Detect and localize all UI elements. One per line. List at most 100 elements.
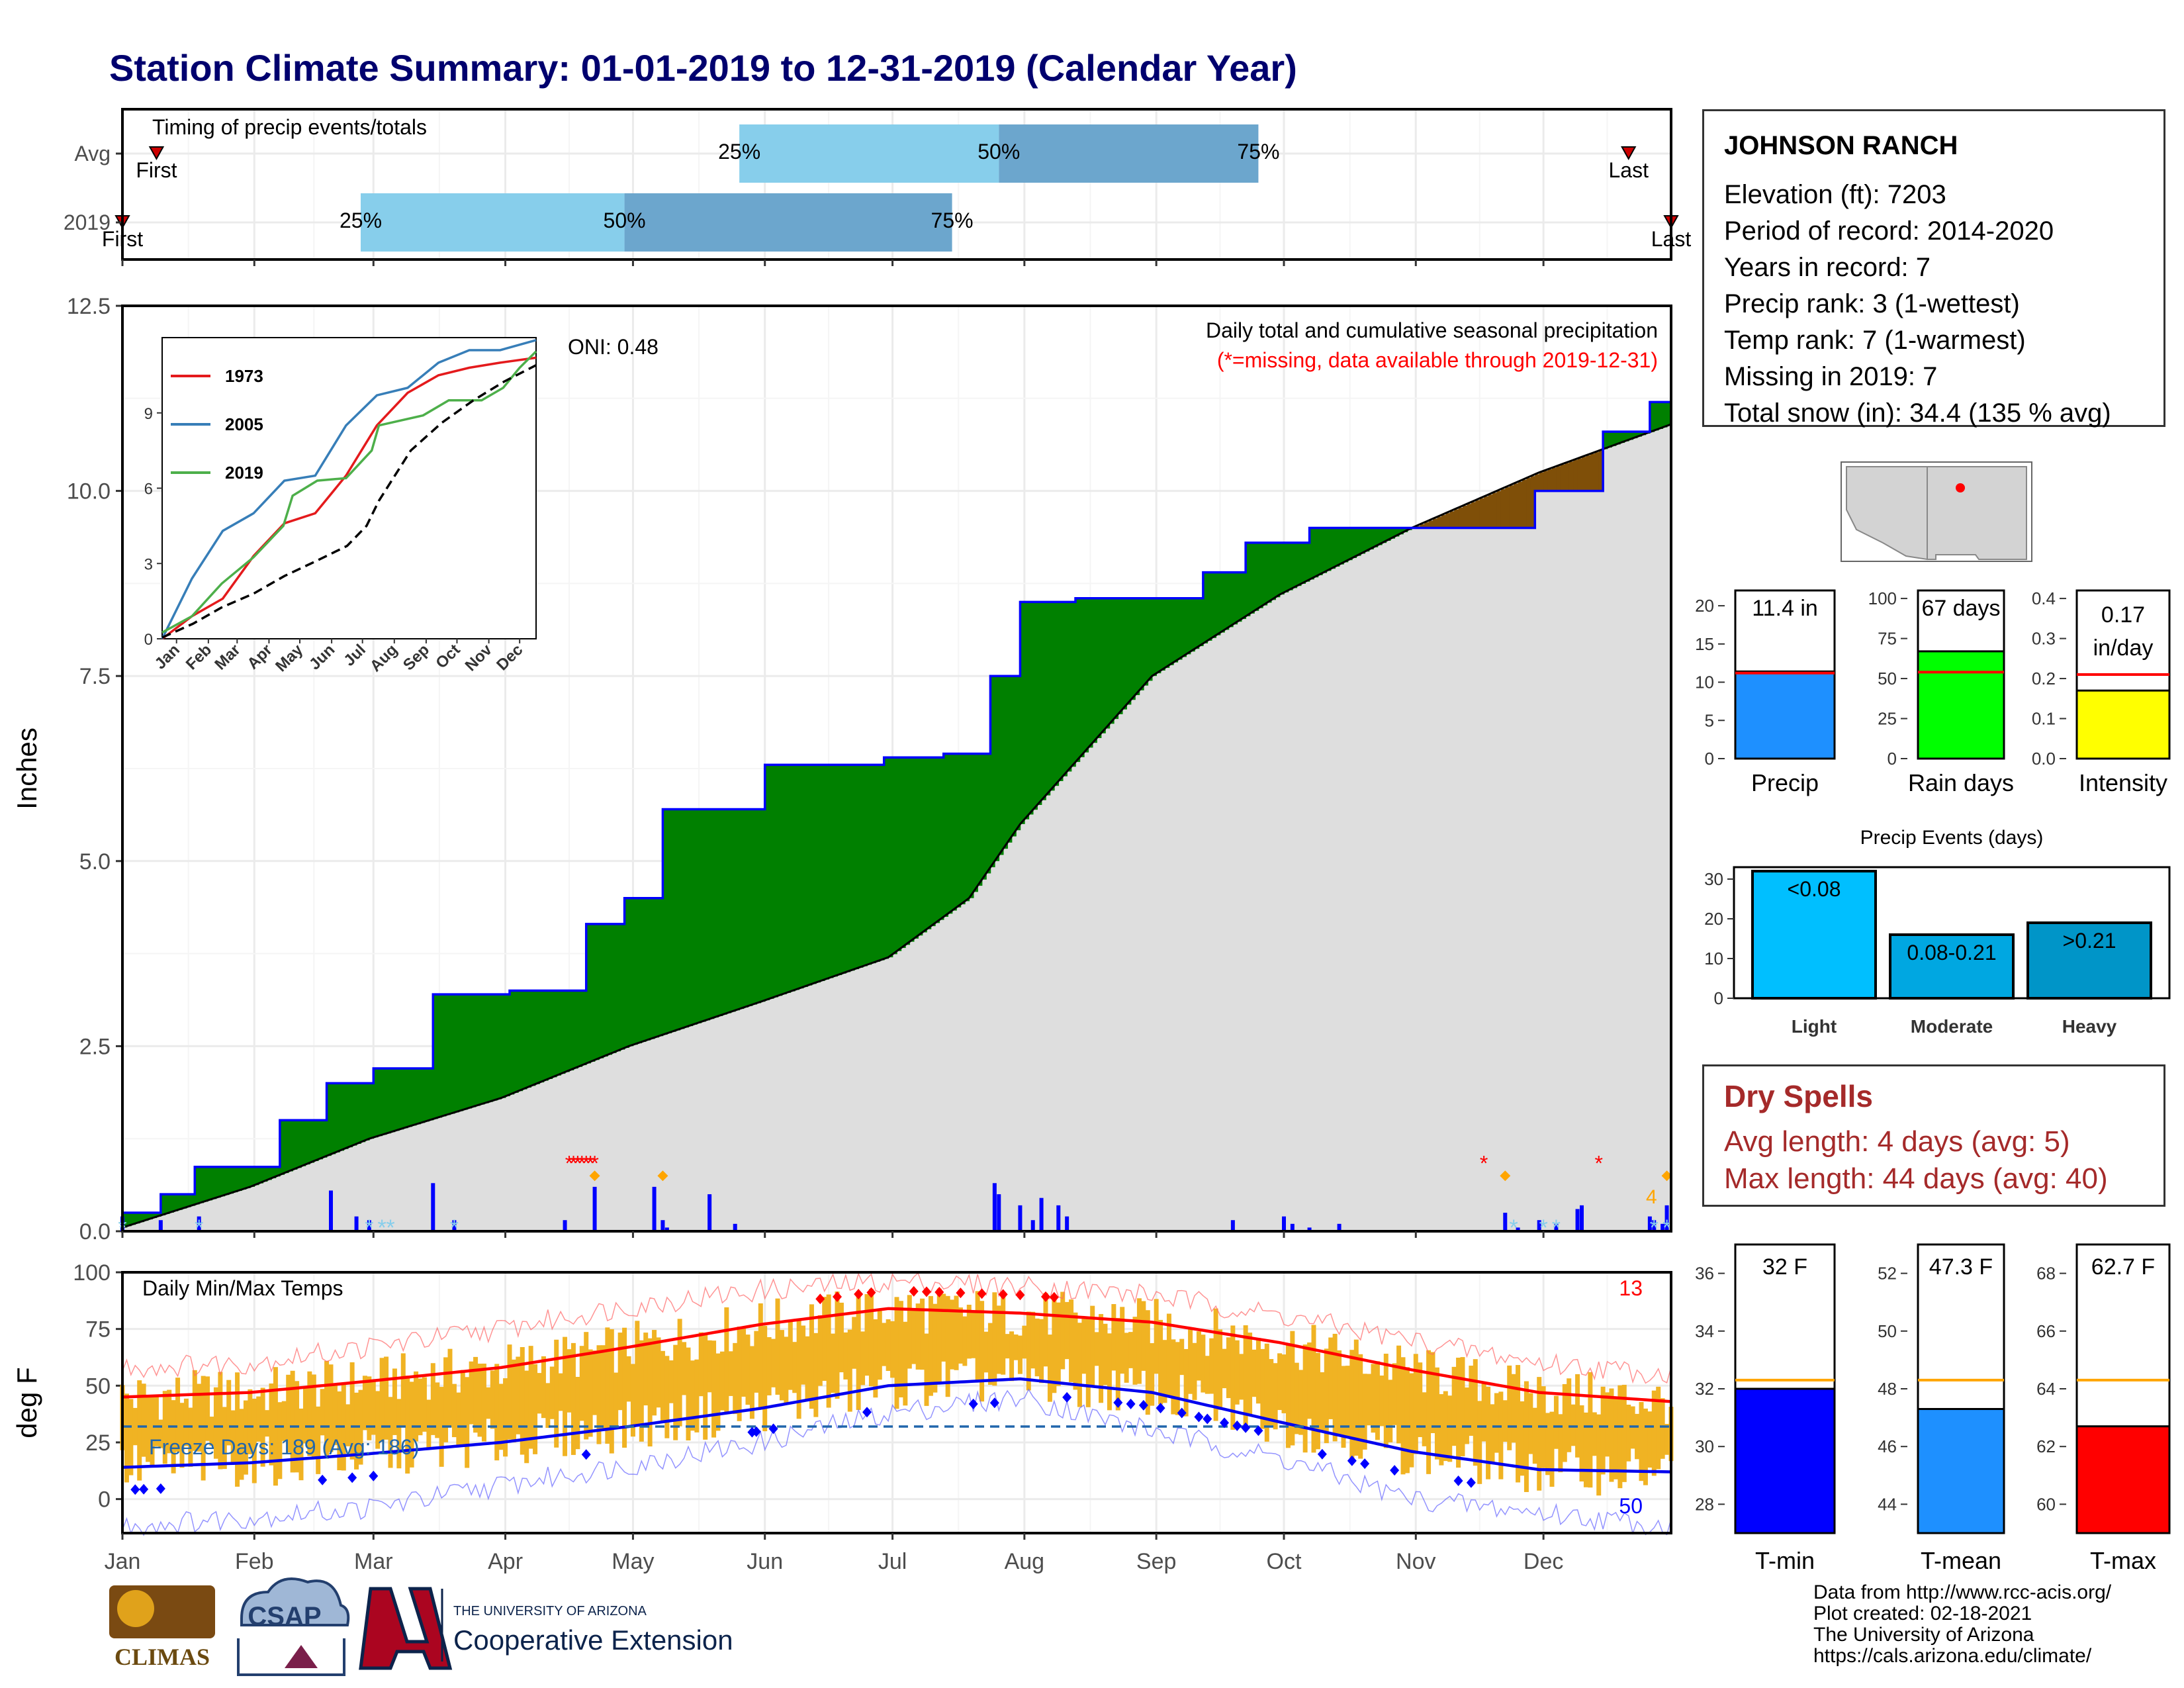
temp-daily-range-bar [554, 1339, 559, 1448]
inset-panel [161, 337, 537, 639]
precip-above-normal [662, 809, 668, 1035]
precip-above-normal [1365, 528, 1370, 552]
temp-daily-range-bar [1456, 1357, 1461, 1468]
precip-above-normal [880, 765, 885, 961]
daily-precip-bar [652, 1186, 657, 1231]
precip-above-normal [1330, 528, 1336, 569]
precip-above-normal [126, 1213, 132, 1227]
daily-precip-bar [1554, 1223, 1559, 1231]
precip-above-normal [1339, 528, 1344, 565]
record-high-marker [866, 1287, 876, 1298]
precip-above-normal [943, 753, 948, 917]
daily-precip-bar [1337, 1223, 1342, 1231]
precip-above-normal [199, 1166, 204, 1203]
precip-above-normal [1020, 602, 1025, 824]
t-min-ytick-label: 32 [1695, 1379, 1714, 1399]
temp-daily-range-bar [1379, 1375, 1385, 1427]
precip-above-normal [514, 990, 519, 1093]
temp-daily-range-bar [920, 1298, 925, 1370]
precip-above-normal [296, 1120, 302, 1168]
precip-above-normal [1109, 598, 1115, 724]
temp-daily-range-bar [826, 1294, 831, 1408]
temp-normal-min-line [122, 1377, 1672, 1474]
daily-precip-bar [1290, 1223, 1295, 1231]
precip-total-ytick-label: 20 [1695, 596, 1714, 616]
precip-above-normal [590, 923, 596, 1062]
precip-above-normal [258, 1166, 263, 1184]
temp-daily-range-bar [358, 1389, 363, 1465]
temp-daily-range-bar [192, 1370, 197, 1451]
precip-above-normal [1267, 542, 1272, 603]
precip-above-normal [1292, 542, 1298, 588]
temp-daily-range-bar [1588, 1372, 1593, 1488]
precip-above-normal [786, 765, 792, 993]
temp-daily-range-bar [1413, 1354, 1418, 1454]
precip-above-normal [288, 1120, 293, 1172]
snow-marker: * [386, 1215, 394, 1241]
temp-daily-range-bar [251, 1398, 257, 1483]
precip-below-normal [1552, 467, 1557, 491]
missing-marker: * [569, 1151, 577, 1175]
daily-precip-bar [1661, 1223, 1665, 1231]
temp-daily-range-bar [1222, 1348, 1227, 1389]
temp-daily-range-bar [617, 1333, 623, 1411]
precip-above-normal [365, 1083, 370, 1141]
temp-daily-range-bar [1022, 1325, 1027, 1359]
csap-logo-base [237, 1638, 345, 1676]
temp-daily-range-bar [349, 1362, 355, 1460]
temp-daily-range-bar [1553, 1395, 1559, 1449]
temp-daily-range-bar [945, 1295, 950, 1397]
temp-daily-range-bar [541, 1356, 546, 1419]
temp-daily-range-bar [1617, 1385, 1623, 1489]
record-low-marker [1203, 1413, 1212, 1425]
precip-above-normal [769, 765, 774, 999]
temp-daily-range-bar [664, 1356, 670, 1438]
temp-daily-range-bar [1434, 1367, 1439, 1460]
precip-above-normal [748, 809, 753, 1006]
missing-marker: * [590, 1151, 598, 1175]
daily-precip-bar [1503, 1213, 1508, 1231]
precip-below-normal [1565, 463, 1570, 491]
precip-above-normal [173, 1194, 179, 1211]
precip-above-normal [122, 1213, 128, 1228]
precip-ytick-label: 10.0 [67, 479, 111, 504]
temp-daily-range-bar [426, 1399, 432, 1448]
temp-daily-range-bar [439, 1387, 444, 1467]
intensity-value-label2: in/day [2093, 635, 2154, 661]
precip-above-normal [207, 1166, 212, 1201]
precip-above-normal [952, 753, 957, 911]
precip-below-normal [1505, 487, 1510, 528]
temp-daily-range-bar [1647, 1411, 1653, 1468]
temp-ytick-label: 0 [98, 1487, 111, 1513]
precip-above-normal [526, 990, 531, 1088]
precip-ytick-label: 0.0 [79, 1219, 111, 1244]
record-low-count: 50 [1619, 1494, 1643, 1518]
daily-precip-bar [158, 1220, 163, 1231]
temp-daily-range-bar [575, 1376, 580, 1450]
record-low-marker [1177, 1407, 1187, 1419]
precip-above-normal [450, 994, 455, 1114]
temp-daily-range-bar [1094, 1332, 1099, 1366]
record-high-marker [934, 1287, 944, 1298]
precip-above-normal [1343, 528, 1349, 563]
temp-daily-range-bar [524, 1370, 529, 1464]
source-line-url: https://cals.arizona.edu/climate/ [1813, 1645, 2092, 1667]
temp-daily-range-bar [239, 1409, 244, 1480]
daily-precip-bar [592, 1186, 597, 1231]
temp-daily-range-bar [128, 1399, 134, 1476]
temp-xtick-label: Nov [1396, 1549, 1435, 1574]
source-line-university: The University of Arizona [1813, 1624, 2034, 1646]
climas-logo-text: CLIMAS [114, 1644, 210, 1670]
timing-panel-border [121, 108, 1672, 261]
precip-above-normal [1003, 676, 1008, 849]
precip-above-normal [1113, 598, 1119, 720]
precip-above-normal [803, 765, 808, 987]
temp-daily-range-bar [1196, 1331, 1201, 1381]
temp-daily-range-bar [418, 1378, 423, 1436]
temp-daily-range-bar [873, 1319, 878, 1398]
precip-ytick-label: 2.5 [79, 1034, 111, 1059]
precip-above-normal [964, 753, 970, 902]
temp-daily-range-bar [1069, 1299, 1074, 1382]
temp-daily-range-bar [1026, 1311, 1031, 1391]
temp-daily-range-bar [1409, 1373, 1414, 1468]
